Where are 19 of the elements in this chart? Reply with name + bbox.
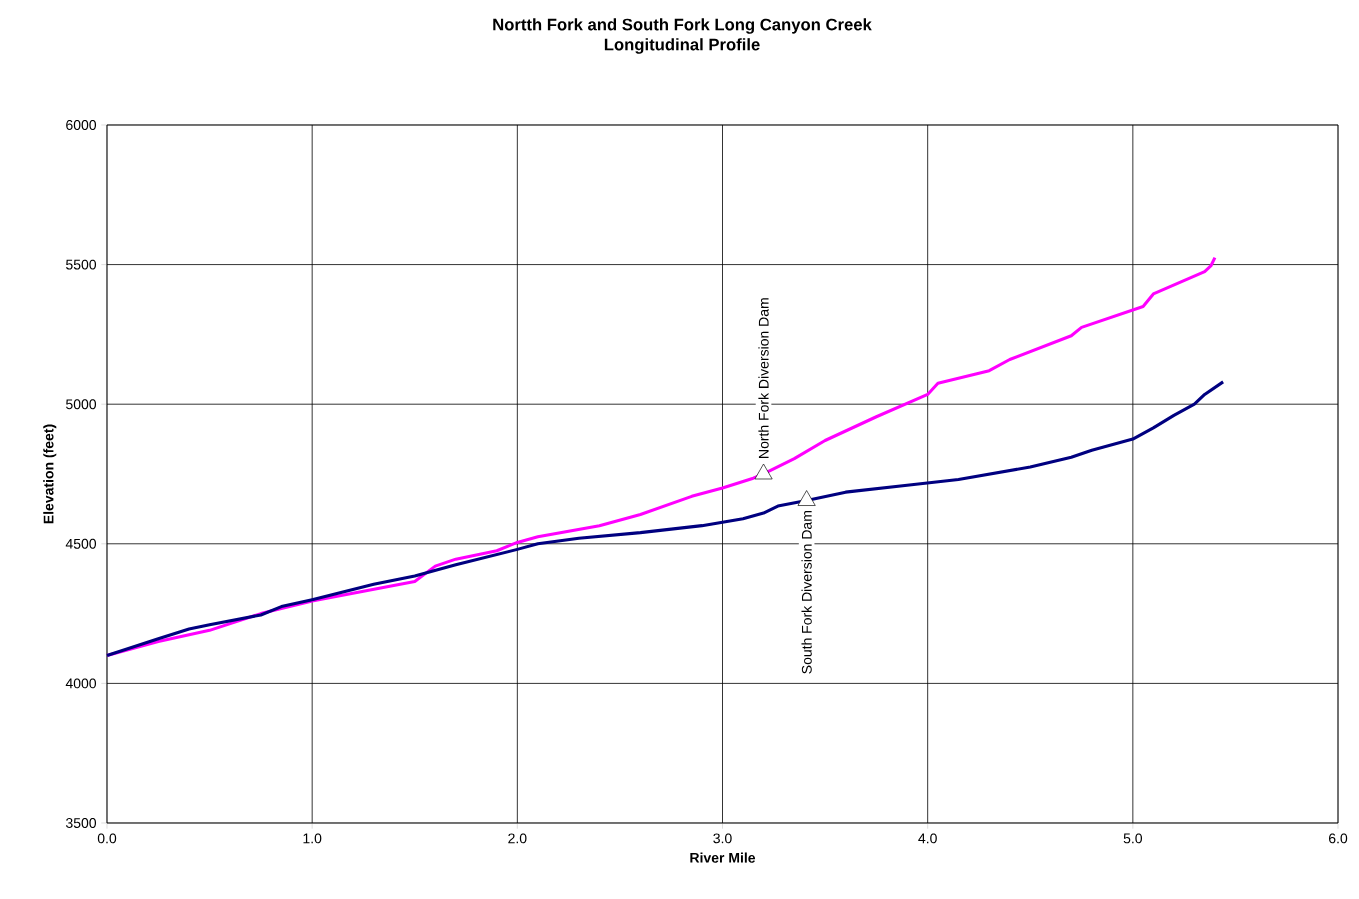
x-tick-label: 2.0 (508, 833, 527, 844)
x-tick-label: 3.0 (713, 833, 732, 844)
y-axis-title: Elevation (feet) (43, 424, 57, 524)
y-tick-label: 5000 (66, 399, 97, 410)
x-axis-title: River Mile (690, 852, 756, 863)
y-tick-label: 4500 (65, 538, 97, 549)
y-tick-label: 3500 (65, 818, 97, 828)
annotation: South Fork Diversion Dam (801, 511, 812, 674)
x-tick-label: 6.0 (1328, 833, 1348, 844)
x-tick-label: 4.0 (918, 833, 937, 844)
chart-title: Nortth Fork and South Fork Long Canyon Creek (493, 18, 872, 34)
x-tick-label: 5.0 (1123, 833, 1143, 844)
x-tick-label: 0.0 (97, 833, 117, 844)
x-tick-label: 1.0 (303, 833, 322, 844)
y-tick-label: 4000 (65, 678, 97, 689)
chart-subtitle: Longitudinal Profile (604, 38, 760, 54)
y-tick-label: 5500 (66, 259, 97, 270)
annotation: North Fork Diversion Dam (758, 298, 769, 458)
y-tick-label: 6000 (66, 120, 97, 130)
